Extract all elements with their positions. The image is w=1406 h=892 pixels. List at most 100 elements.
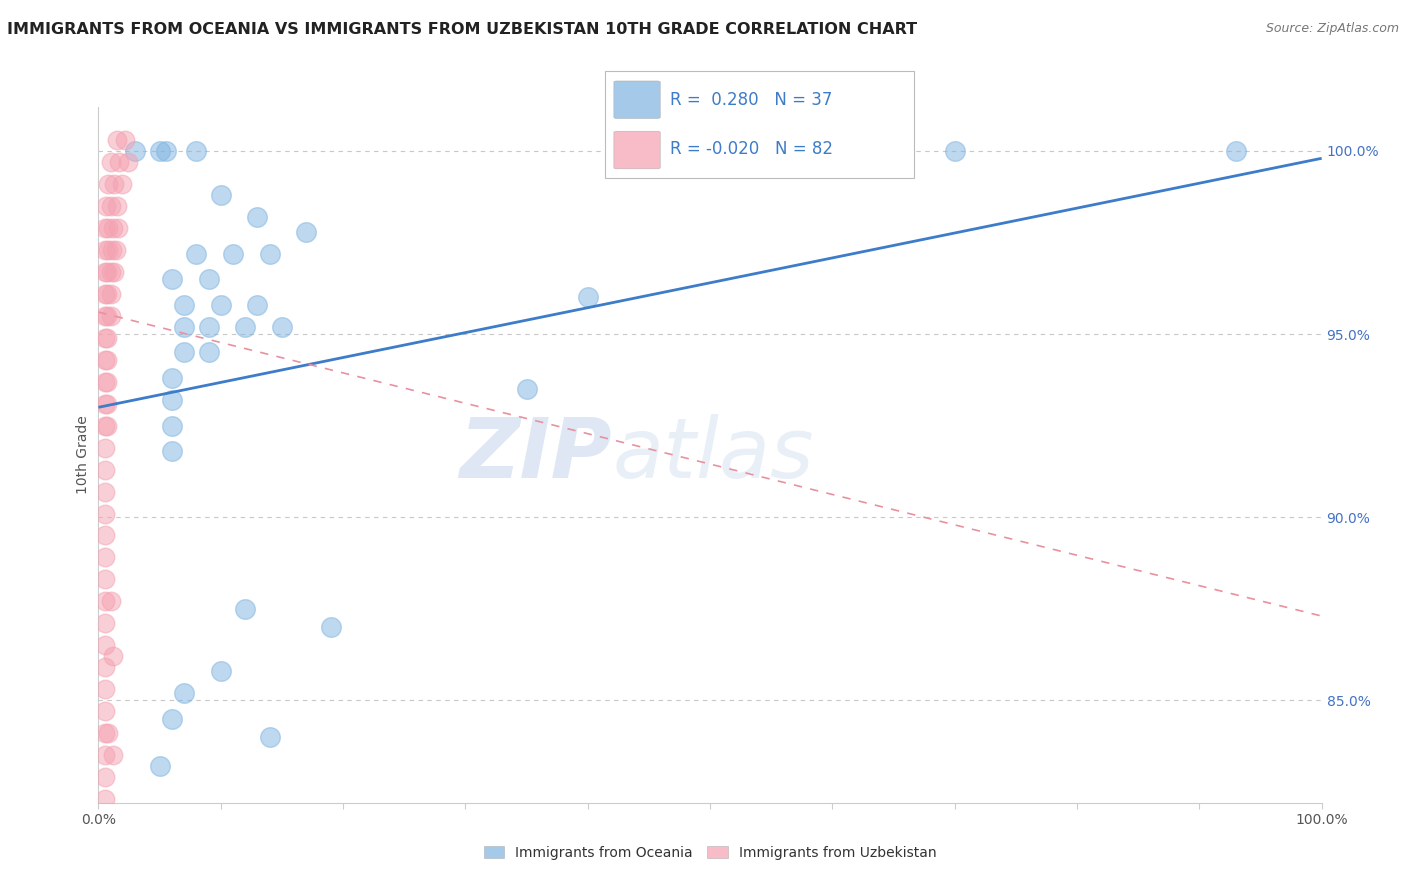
Point <box>160 444 183 458</box>
Point <box>259 730 281 744</box>
Point <box>246 210 269 224</box>
Point <box>160 392 183 407</box>
Point <box>149 759 172 773</box>
Text: ZIP: ZIP <box>460 415 612 495</box>
Text: R = -0.020   N = 82: R = -0.020 N = 82 <box>669 140 832 158</box>
Point <box>97 220 120 235</box>
Point <box>209 298 232 312</box>
Point <box>111 177 134 191</box>
Point <box>101 243 124 257</box>
Point <box>105 199 128 213</box>
Point <box>93 528 115 542</box>
Point <box>93 550 115 565</box>
Point <box>93 286 115 301</box>
Point <box>96 265 118 279</box>
Point <box>675 144 697 158</box>
Point <box>93 638 115 652</box>
Point <box>160 712 183 726</box>
Point <box>197 319 219 334</box>
Point <box>1225 144 1247 158</box>
Point <box>108 155 131 169</box>
Point <box>197 272 219 286</box>
Point <box>114 133 136 147</box>
Point <box>100 265 122 279</box>
Point <box>209 664 232 678</box>
Point <box>233 319 256 334</box>
Point <box>233 601 256 615</box>
Point <box>259 246 281 260</box>
Point <box>96 331 118 345</box>
Point <box>186 246 208 260</box>
Point <box>209 188 232 202</box>
Point <box>117 155 139 169</box>
Point <box>93 660 115 674</box>
Point <box>93 726 115 740</box>
Point <box>100 286 122 301</box>
Point <box>93 397 115 411</box>
Point <box>97 177 120 191</box>
Point <box>149 144 172 158</box>
Point <box>160 371 183 385</box>
Point <box>943 144 966 158</box>
Point <box>100 594 122 608</box>
Point <box>93 462 115 476</box>
Point <box>101 649 124 664</box>
Point <box>103 265 125 279</box>
Point <box>93 243 115 257</box>
Text: R =  0.280   N = 37: R = 0.280 N = 37 <box>669 91 832 109</box>
Point <box>93 331 115 345</box>
Point <box>173 345 195 359</box>
FancyBboxPatch shape <box>614 81 661 119</box>
Point <box>93 309 115 323</box>
Point <box>295 225 318 239</box>
Point <box>186 144 208 158</box>
Point <box>93 418 115 433</box>
Point <box>100 309 122 323</box>
Point <box>96 418 118 433</box>
Point <box>93 594 115 608</box>
Point <box>222 246 245 260</box>
Point <box>103 177 125 191</box>
Point <box>270 319 294 334</box>
Point <box>93 573 115 587</box>
Point <box>173 686 195 700</box>
Point <box>96 375 118 389</box>
FancyBboxPatch shape <box>605 71 914 178</box>
Point <box>97 726 120 740</box>
Point <box>93 792 115 806</box>
Point <box>246 298 269 312</box>
Point <box>155 144 177 158</box>
Point <box>93 704 115 718</box>
Point <box>93 220 115 235</box>
Point <box>160 418 183 433</box>
FancyBboxPatch shape <box>614 131 661 169</box>
Point <box>107 220 129 235</box>
Text: IMMIGRANTS FROM OCEANIA VS IMMIGRANTS FROM UZBEKISTAN 10TH GRADE CORRELATION CHA: IMMIGRANTS FROM OCEANIA VS IMMIGRANTS FR… <box>7 22 917 37</box>
Point <box>93 682 115 697</box>
Point <box>93 265 115 279</box>
Point <box>576 290 599 304</box>
Point <box>93 375 115 389</box>
Point <box>160 272 183 286</box>
Point <box>93 507 115 521</box>
Point <box>100 199 122 213</box>
Point <box>93 352 115 367</box>
Point <box>101 220 124 235</box>
Point <box>515 382 537 396</box>
Point <box>101 748 124 763</box>
Point <box>93 616 115 631</box>
Legend: Immigrants from Oceania, Immigrants from Uzbekistan: Immigrants from Oceania, Immigrants from… <box>478 840 942 865</box>
Point <box>100 155 122 169</box>
Point <box>93 748 115 763</box>
Point <box>319 620 342 634</box>
Y-axis label: 10th Grade: 10th Grade <box>76 416 90 494</box>
Text: atlas: atlas <box>612 415 814 495</box>
Point <box>93 441 115 455</box>
Point <box>97 243 120 257</box>
Point <box>124 144 146 158</box>
Point <box>173 298 195 312</box>
Point <box>105 133 128 147</box>
Point <box>96 286 118 301</box>
Point <box>93 770 115 784</box>
Point <box>94 199 117 213</box>
